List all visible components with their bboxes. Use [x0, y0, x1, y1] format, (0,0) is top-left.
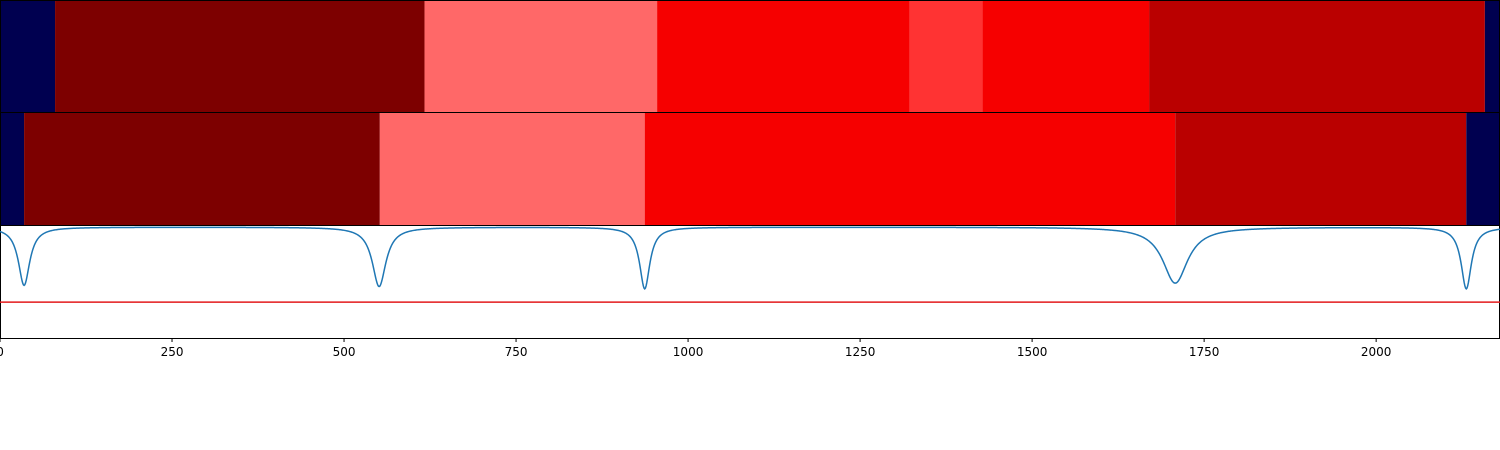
x-tick-label: 500: [333, 345, 356, 359]
segment-row-2: [0, 112, 1500, 226]
segment-1-6: [982, 1, 1150, 112]
segment-2-2: [24, 113, 380, 225]
x-axis: 0 250 500 750 1000 1250 1500 1750 2000: [0, 338, 1391, 359]
segment-1-3: [424, 1, 658, 112]
segment-2-3: [379, 113, 645, 225]
segment-1-5: [909, 1, 983, 112]
segment-1-1: [0, 1, 56, 112]
segment-1-2: [55, 1, 425, 112]
signal-line: [0, 226, 1500, 290]
segment-2-6: [1466, 113, 1500, 225]
x-tick-label: 2000: [1361, 345, 1392, 359]
line-panel-frame: [0, 225, 1500, 339]
x-tick-label: 1000: [673, 345, 704, 359]
x-tick-label: 250: [161, 345, 184, 359]
segment-1-8: [1484, 1, 1500, 112]
segment-1-7: [1149, 1, 1485, 112]
line-panel: [0, 225, 1500, 339]
segment-2-1: [0, 113, 25, 225]
x-tick-label: 750: [505, 345, 528, 359]
x-tick-label: 1750: [1189, 345, 1220, 359]
x-tick-label: 1500: [1017, 345, 1048, 359]
segment-2-4: [644, 113, 1176, 225]
x-tick-label: 1250: [845, 345, 876, 359]
segment-row-1: [0, 0, 1500, 113]
segment-2-5: [1175, 113, 1467, 225]
segment-1-4: [657, 1, 910, 112]
x-tick-label: 0: [0, 345, 4, 359]
